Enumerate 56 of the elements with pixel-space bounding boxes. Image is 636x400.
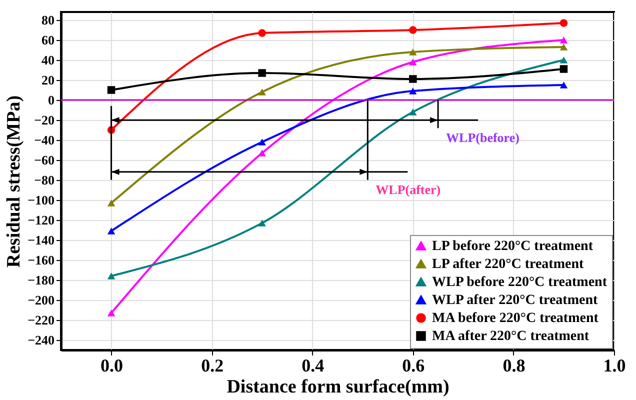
y-tick-label: −60 [34,152,54,168]
y-tick-label: −180 [28,272,54,288]
x-tick-label: 0.2 [201,356,224,376]
y-tick-label: 0 [48,92,54,108]
y-axis-title: Residual stress(MPa) [4,95,25,268]
annotation: WLP(after) [376,182,441,197]
x-tick-label: 1.0 [603,356,626,376]
point [409,75,417,83]
x-tick-label: 0.0 [100,356,124,376]
point [107,86,116,94]
y-tick-label: 80 [42,12,54,28]
point [560,44,568,50]
point [560,82,568,88]
point [107,228,116,234]
point [107,200,116,206]
point [107,272,116,280]
y-tick-label: 40 [42,52,54,68]
point [560,19,568,27]
annotation: WLP(before) [446,130,520,146]
legend-label: WLP before 220°C treatment [432,275,608,290]
point [560,36,568,44]
point [258,138,266,146]
point [560,56,568,64]
x-tick-label: 0.6 [402,356,425,376]
legend-label: MA before 220°C treatment [432,311,599,326]
point [409,88,417,94]
y-tick-label: −20 [34,112,54,128]
x-axis-title: Distance form surface(mm) [226,376,450,398]
point [258,69,266,77]
y-tick-label: −220 [28,312,54,328]
point [258,88,266,96]
y-tick-label: −140 [28,232,54,248]
legend-label: LP after 220°C treatment [432,257,584,272]
point [258,29,266,37]
y-tick-label: −80 [34,172,54,188]
y-tick-label: −120 [28,212,54,228]
y-tick-label: −240 [28,332,54,348]
point [560,65,568,73]
y-tick-label: 60 [42,32,54,48]
legend-label: MA after 220°C treatment [432,329,590,344]
x-tick-label: 0.4 [302,356,324,376]
legend-label: LP before 220°C treatment [432,239,594,254]
point [409,26,417,34]
legend-label: WLP after 220°C treatment [432,293,598,308]
y-tick-label: −100 [28,192,54,208]
point [107,310,116,316]
y-tick-label: −160 [28,252,54,268]
x-tick-label: 0.8 [502,356,526,376]
point [409,48,417,56]
point [258,220,266,226]
point [258,150,266,156]
point [409,108,417,116]
y-tick-label: −40 [34,132,54,148]
y-tick-label: 20 [42,72,54,88]
point [409,58,417,66]
y-tick-label: −200 [28,292,54,308]
